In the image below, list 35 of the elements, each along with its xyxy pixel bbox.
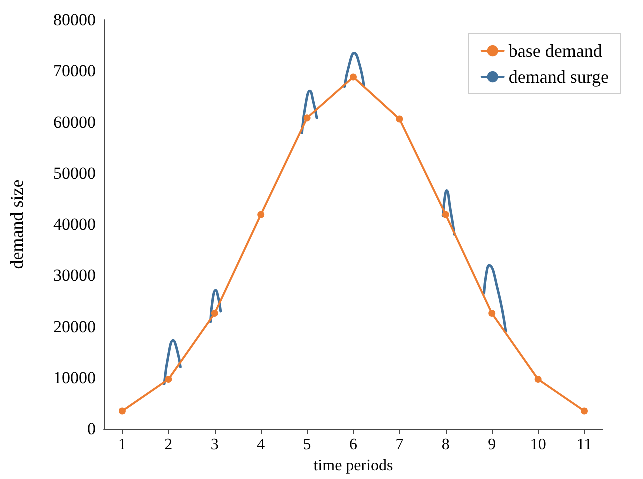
legend-label: base demand: [508, 41, 602, 61]
x-axis-title: time periods: [314, 458, 394, 474]
point: [118, 408, 126, 415]
y-tick-label: 30000: [54, 266, 96, 286]
x-tick-label: 8: [442, 436, 450, 454]
point: [442, 211, 450, 218]
y-tick-label: 70000: [54, 62, 96, 81]
point: [258, 211, 265, 218]
y-tick-label: 20000: [54, 317, 96, 336]
y-tick-label: 50000: [54, 164, 96, 183]
y-tick-label: 0: [88, 420, 96, 439]
y-axis-title: demand size: [7, 180, 27, 270]
x-tick-label: 2: [164, 436, 173, 454]
x-tick-label: 10: [530, 436, 546, 454]
x-tick-label: 3: [210, 436, 219, 454]
legend-label: demand surge: [508, 67, 610, 87]
x-tick-label: 1: [118, 436, 126, 454]
x-tick-label: 11: [576, 436, 592, 454]
y-tick-label: 80000: [54, 10, 96, 30]
x-tick-label: 9: [488, 436, 496, 454]
point: [396, 116, 404, 123]
point: [165, 376, 172, 383]
point: [534, 376, 542, 383]
x-tick-label: 7: [396, 436, 404, 454]
point: [350, 74, 357, 81]
y-tick-label: 10000: [54, 368, 96, 388]
x-tick-label: 5: [303, 436, 312, 454]
point: [581, 408, 588, 415]
y-tick-label: 40000: [54, 215, 96, 234]
point: [488, 310, 496, 318]
x-tick-label: 4: [257, 436, 266, 454]
x-tick-label: 6: [350, 436, 358, 454]
y-tick-label: 60000: [54, 112, 96, 132]
point: [211, 310, 218, 318]
point: [304, 114, 311, 122]
